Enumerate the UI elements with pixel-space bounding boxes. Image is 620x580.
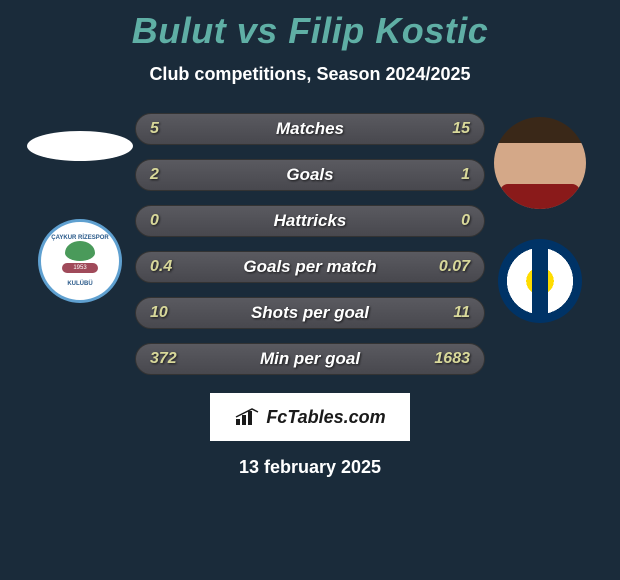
stat-right-value: 1 (430, 166, 470, 184)
brand-label: FcTables.com (266, 407, 385, 428)
stat-left-value: 372 (150, 350, 190, 368)
stat-left-value: 0 (150, 212, 190, 230)
club1-year: 1953 (62, 263, 98, 273)
brand-box[interactable]: FcTables.com (210, 393, 410, 441)
stats-table: 5 Matches 15 2 Goals 1 0 Hattricks 0 0.4… (135, 113, 485, 375)
stat-right-value: 0 (430, 212, 470, 230)
stat-row: 5 Matches 15 (135, 113, 485, 145)
stat-label: Shots per goal (251, 303, 369, 323)
stat-label: Goals per match (243, 257, 376, 277)
club1-text-bottom: KULÜBÜ (67, 281, 92, 287)
stat-label: Goals (286, 165, 333, 185)
club1-emblem: 1953 (60, 241, 100, 281)
player2-club-badge (498, 239, 582, 323)
player2-avatar (494, 117, 586, 209)
stat-right-value: 1683 (430, 350, 470, 368)
subtitle: Club competitions, Season 2024/2025 (149, 64, 470, 85)
club2-emblem (520, 261, 560, 301)
stat-right-value: 15 (430, 120, 470, 138)
player1-club-badge: ÇAYKUR RİZESPOR 1953 KULÜBÜ (38, 219, 122, 303)
stat-label: Hattricks (274, 211, 347, 231)
stat-label: Matches (276, 119, 344, 139)
stat-row: 2 Goals 1 (135, 159, 485, 191)
stat-right-value: 0.07 (430, 258, 470, 276)
stat-left-value: 0.4 (150, 258, 190, 276)
stat-row: 0 Hattricks 0 (135, 205, 485, 237)
stat-row: 372 Min per goal 1683 (135, 343, 485, 375)
player1-column: ÇAYKUR RİZESPOR 1953 KULÜBÜ (25, 113, 135, 375)
brand-chart-icon (234, 407, 262, 427)
club1-leaf-icon (65, 241, 95, 261)
player1-avatar (27, 131, 133, 161)
stat-row: 10 Shots per goal 11 (135, 297, 485, 329)
stat-row: 0.4 Goals per match 0.07 (135, 251, 485, 283)
stat-left-value: 5 (150, 120, 190, 138)
stat-left-value: 10 (150, 304, 190, 322)
page-title: Bulut vs Filip Kostic (132, 10, 489, 52)
main-content: ÇAYKUR RİZESPOR 1953 KULÜBÜ 5 Matches 15… (0, 113, 620, 375)
date-label: 13 february 2025 (239, 457, 381, 478)
player2-column (485, 113, 595, 375)
stat-label: Min per goal (260, 349, 360, 369)
comparison-card: Bulut vs Filip Kostic Club competitions,… (0, 0, 620, 486)
stat-right-value: 11 (430, 304, 470, 322)
stat-left-value: 2 (150, 166, 190, 184)
